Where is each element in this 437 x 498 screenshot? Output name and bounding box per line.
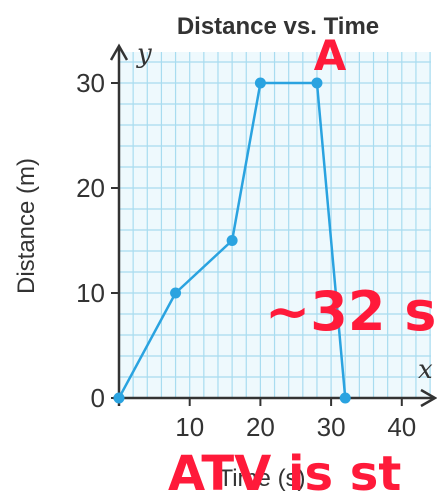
y-axis-variable: y — [136, 39, 152, 69]
grid-lines — [119, 52, 431, 398]
data-point — [311, 77, 323, 89]
axes — [109, 43, 437, 408]
y-tick-label: 30 — [76, 68, 105, 98]
y-axis-arrow — [109, 43, 129, 61]
x-axis-label: Time (s) — [218, 465, 305, 492]
x-axis-variable: x — [418, 355, 433, 385]
data-point — [170, 287, 182, 299]
x-tick-label: 20 — [246, 412, 275, 442]
y-tick-label: 20 — [76, 173, 105, 203]
x-axis-arrow — [420, 388, 437, 408]
x-tick-label: 30 — [317, 412, 346, 442]
annotation-time-estimate: ~32 s — [265, 280, 436, 343]
x-tick-label: 40 — [387, 412, 416, 442]
annotation-point-label: A — [314, 31, 347, 80]
tick-labels: 0 10 20 30 10 20 30 40 — [76, 68, 416, 442]
y-axis-label: Distance (m) — [13, 158, 40, 294]
annotation-note: ATV is st — [168, 446, 401, 498]
data-point — [254, 77, 266, 89]
y-tick-label: 0 — [91, 383, 105, 413]
chart-title: Distance vs. Time — [177, 13, 379, 40]
data-series — [113, 77, 351, 404]
data-point — [339, 392, 351, 404]
x-tick-label: 10 — [175, 412, 204, 442]
y-tick-label: 10 — [76, 278, 105, 308]
series-line — [117, 81, 347, 399]
data-point — [113, 392, 125, 404]
data-point — [226, 235, 238, 246]
